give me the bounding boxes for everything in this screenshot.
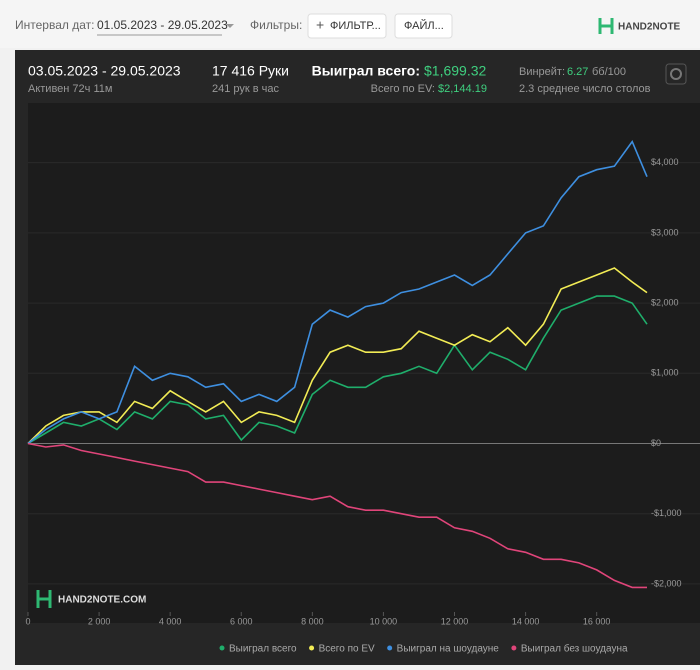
period: 03.05.2023 - 29.05.2023 <box>28 63 181 79</box>
date-label: Интервал дат: <box>15 18 94 32</box>
series-line <box>27 442 647 589</box>
watermark-icon <box>36 590 52 608</box>
filter-button[interactable] <box>307 13 387 39</box>
legend-marker <box>387 645 393 651</box>
chart: -$2,000 -$1,000 $0 $1,000 $2,000 $3,000 $4,000… <box>25 139 700 655</box>
y-tick-label: $4,000 <box>651 157 679 167</box>
x-tick-label: 2 000 <box>88 616 111 626</box>
plus-icon: + <box>316 17 324 33</box>
dropdown-icon <box>226 24 234 28</box>
logo: HAND2NOTE <box>618 22 681 33</box>
x-tick-label: 4 000 <box>159 616 182 626</box>
filter-button-label: ФИЛЬТР... <box>330 20 381 32</box>
ev-label: Всего по EV: <box>371 83 435 95</box>
logo-icon <box>598 18 614 34</box>
y-tick-label: $1,000 <box>651 368 679 378</box>
legend-marker <box>511 645 517 651</box>
x-tick-label: 10 000 <box>370 616 398 626</box>
x-tick-label: 6 000 <box>230 616 253 626</box>
legend-label: Выиграл на шоудауне <box>397 644 500 655</box>
y-tick-label: $3,000 <box>651 227 679 237</box>
legend-label: Выиграл без шоудауна <box>521 643 628 655</box>
hands: 17 416 Руки <box>212 63 289 79</box>
active: Активен 72ч 11м <box>28 83 112 95</box>
gear-icon <box>670 68 682 80</box>
settings-button[interactable] <box>665 63 687 85</box>
tables: 2.3 среднее число столов <box>519 83 651 95</box>
y-tick-label: $0 <box>651 438 661 448</box>
series-line <box>27 139 648 445</box>
winrate-unit: бб/100 <box>592 66 626 78</box>
series-line <box>27 295 648 445</box>
x-tick-label: 12 000 <box>441 616 469 626</box>
series-line <box>27 267 648 445</box>
y-tick-label: -$2,000 <box>651 578 682 588</box>
legend-marker <box>219 645 225 651</box>
x-tick-label: 14 000 <box>512 616 540 626</box>
hands-per-hour: 241 рук в час <box>212 83 280 95</box>
won-label: Выиграл всего: <box>312 63 420 79</box>
y-tick-label: $2,000 <box>651 297 679 307</box>
winrate-label: Винрейт: <box>519 66 565 78</box>
legend-label: Выиграл всего <box>229 644 297 655</box>
legend-marker <box>309 645 315 651</box>
winrate-value: 6.27 <box>567 66 588 78</box>
y-tick-label: -$1,000 <box>651 508 682 518</box>
file-button[interactable] <box>394 13 453 39</box>
won-value: $1,699.32 <box>424 63 486 79</box>
date-range[interactable]: 01.05.2023 - 29.05.2023 <box>97 18 228 32</box>
plot-area <box>28 103 700 623</box>
file-button-label: ФАЙЛ... <box>404 19 444 32</box>
watermark: HAND2NOTE.COM <box>58 595 146 606</box>
legend-label: Всего по EV <box>319 644 375 655</box>
x-tick-label: 16 000 <box>583 616 611 626</box>
ev-value: $2,144.19 <box>438 83 487 95</box>
x-tick-label: 0 <box>25 616 30 626</box>
filters-label: Фильтры: <box>250 18 302 32</box>
x-tick-label: 8 000 <box>301 616 324 626</box>
